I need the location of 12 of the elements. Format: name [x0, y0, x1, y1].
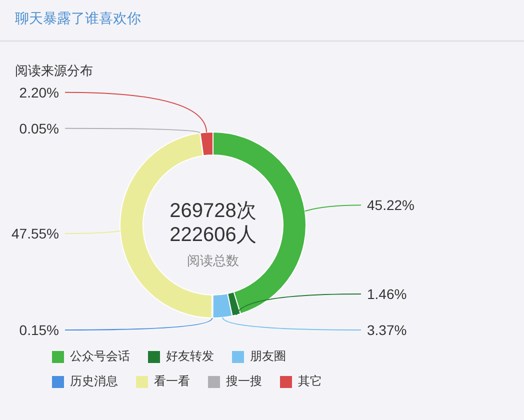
annotation: 阅读总数 [187, 253, 239, 268]
legend-label: 其它 [298, 373, 322, 390]
legend-label: 看一看 [154, 373, 190, 390]
legend-label: 好友转发 [166, 348, 214, 365]
subtitle: 阅读来源分布 [15, 62, 93, 80]
annotation: 269728次 [170, 200, 256, 222]
legend-label: 历史消息 [70, 373, 118, 390]
legend-label: 朋友圈 [250, 348, 286, 365]
title: 聊天暴露了谁喜欢你 [15, 10, 141, 28]
annotation: 222606人 [170, 224, 256, 246]
legend-label: 搜一搜 [226, 373, 262, 390]
legend-label: 公众号会话 [70, 348, 130, 365]
